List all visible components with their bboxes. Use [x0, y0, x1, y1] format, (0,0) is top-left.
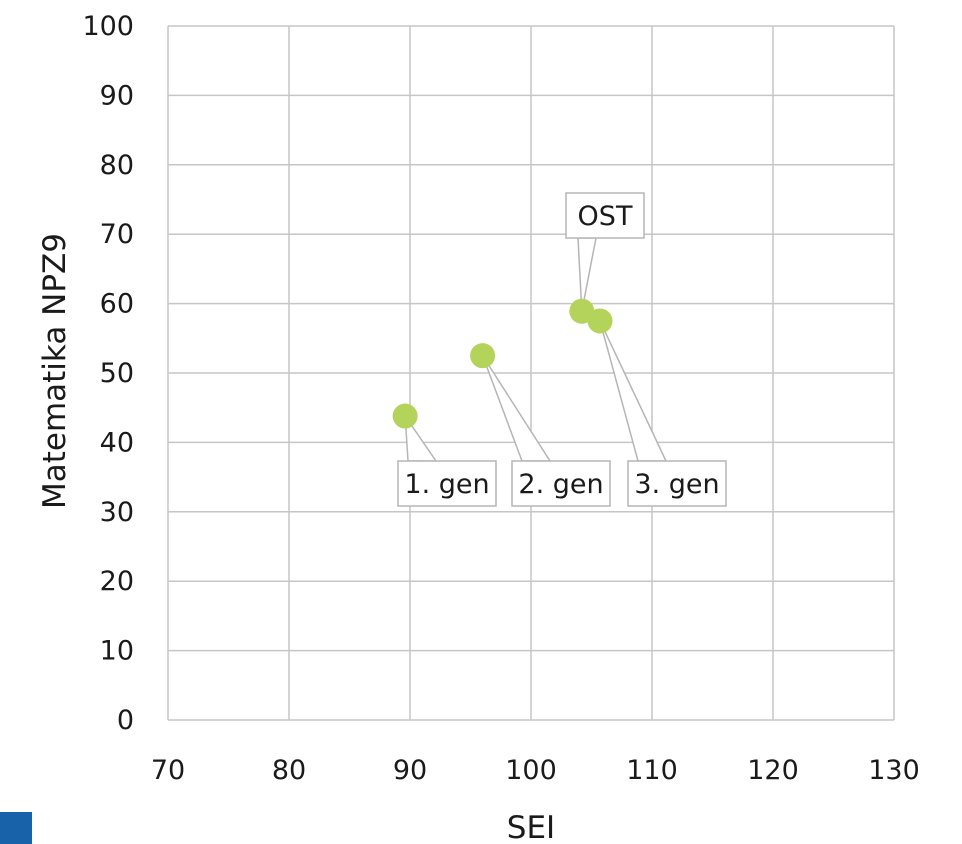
callout-labels: 1. gen 2. gen OST 3. gen [397, 192, 727, 507]
x-tick-label: 130 [868, 755, 920, 786]
x-tick-label: 70 [151, 755, 185, 786]
callout-box [397, 460, 497, 507]
y-tick-label: 90 [100, 80, 134, 111]
callout-box [565, 192, 645, 239]
x-tick-label: 80 [272, 755, 306, 786]
callout-leader [481, 355, 552, 462]
callout-leaders [404, 237, 668, 462]
grid [167, 25, 895, 721]
point-label: OST [578, 201, 633, 232]
y-axis-title: Matematika NPZ9 [37, 233, 73, 509]
y-tick-label: 60 [100, 289, 134, 320]
callout-leader [599, 320, 668, 462]
corner-mark [0, 812, 32, 844]
callout-box [511, 460, 611, 507]
x-tick-label: 110 [626, 755, 678, 786]
y-tick-label: 100 [82, 11, 134, 42]
y-tick-label: 50 [100, 358, 134, 389]
y-axis-ticks: 0 10 20 30 40 50 60 70 80 90 100 [82, 11, 134, 736]
point-label: 3. gen [634, 469, 719, 500]
y-tick-label: 70 [100, 219, 134, 250]
point-label: 2. gen [518, 469, 603, 500]
data-point [587, 308, 613, 334]
data-points [392, 298, 613, 429]
x-axis-ticks: 70 80 90 100 110 120 130 [151, 755, 920, 786]
x-tick-label: 90 [393, 755, 427, 786]
y-tick-label: 0 [117, 705, 134, 736]
callout-box [627, 460, 727, 507]
y-tick-label: 20 [100, 566, 134, 597]
y-tick-label: 10 [100, 636, 134, 667]
x-tick-label: 100 [505, 755, 557, 786]
y-tick-label: 30 [100, 497, 134, 528]
x-tick-label: 120 [747, 755, 799, 786]
y-tick-label: 40 [100, 427, 134, 458]
point-label: 1. gen [404, 469, 489, 500]
data-point [392, 403, 418, 429]
y-tick-label: 80 [100, 150, 134, 181]
x-axis-title: SEI [507, 810, 555, 844]
data-point [470, 343, 496, 369]
